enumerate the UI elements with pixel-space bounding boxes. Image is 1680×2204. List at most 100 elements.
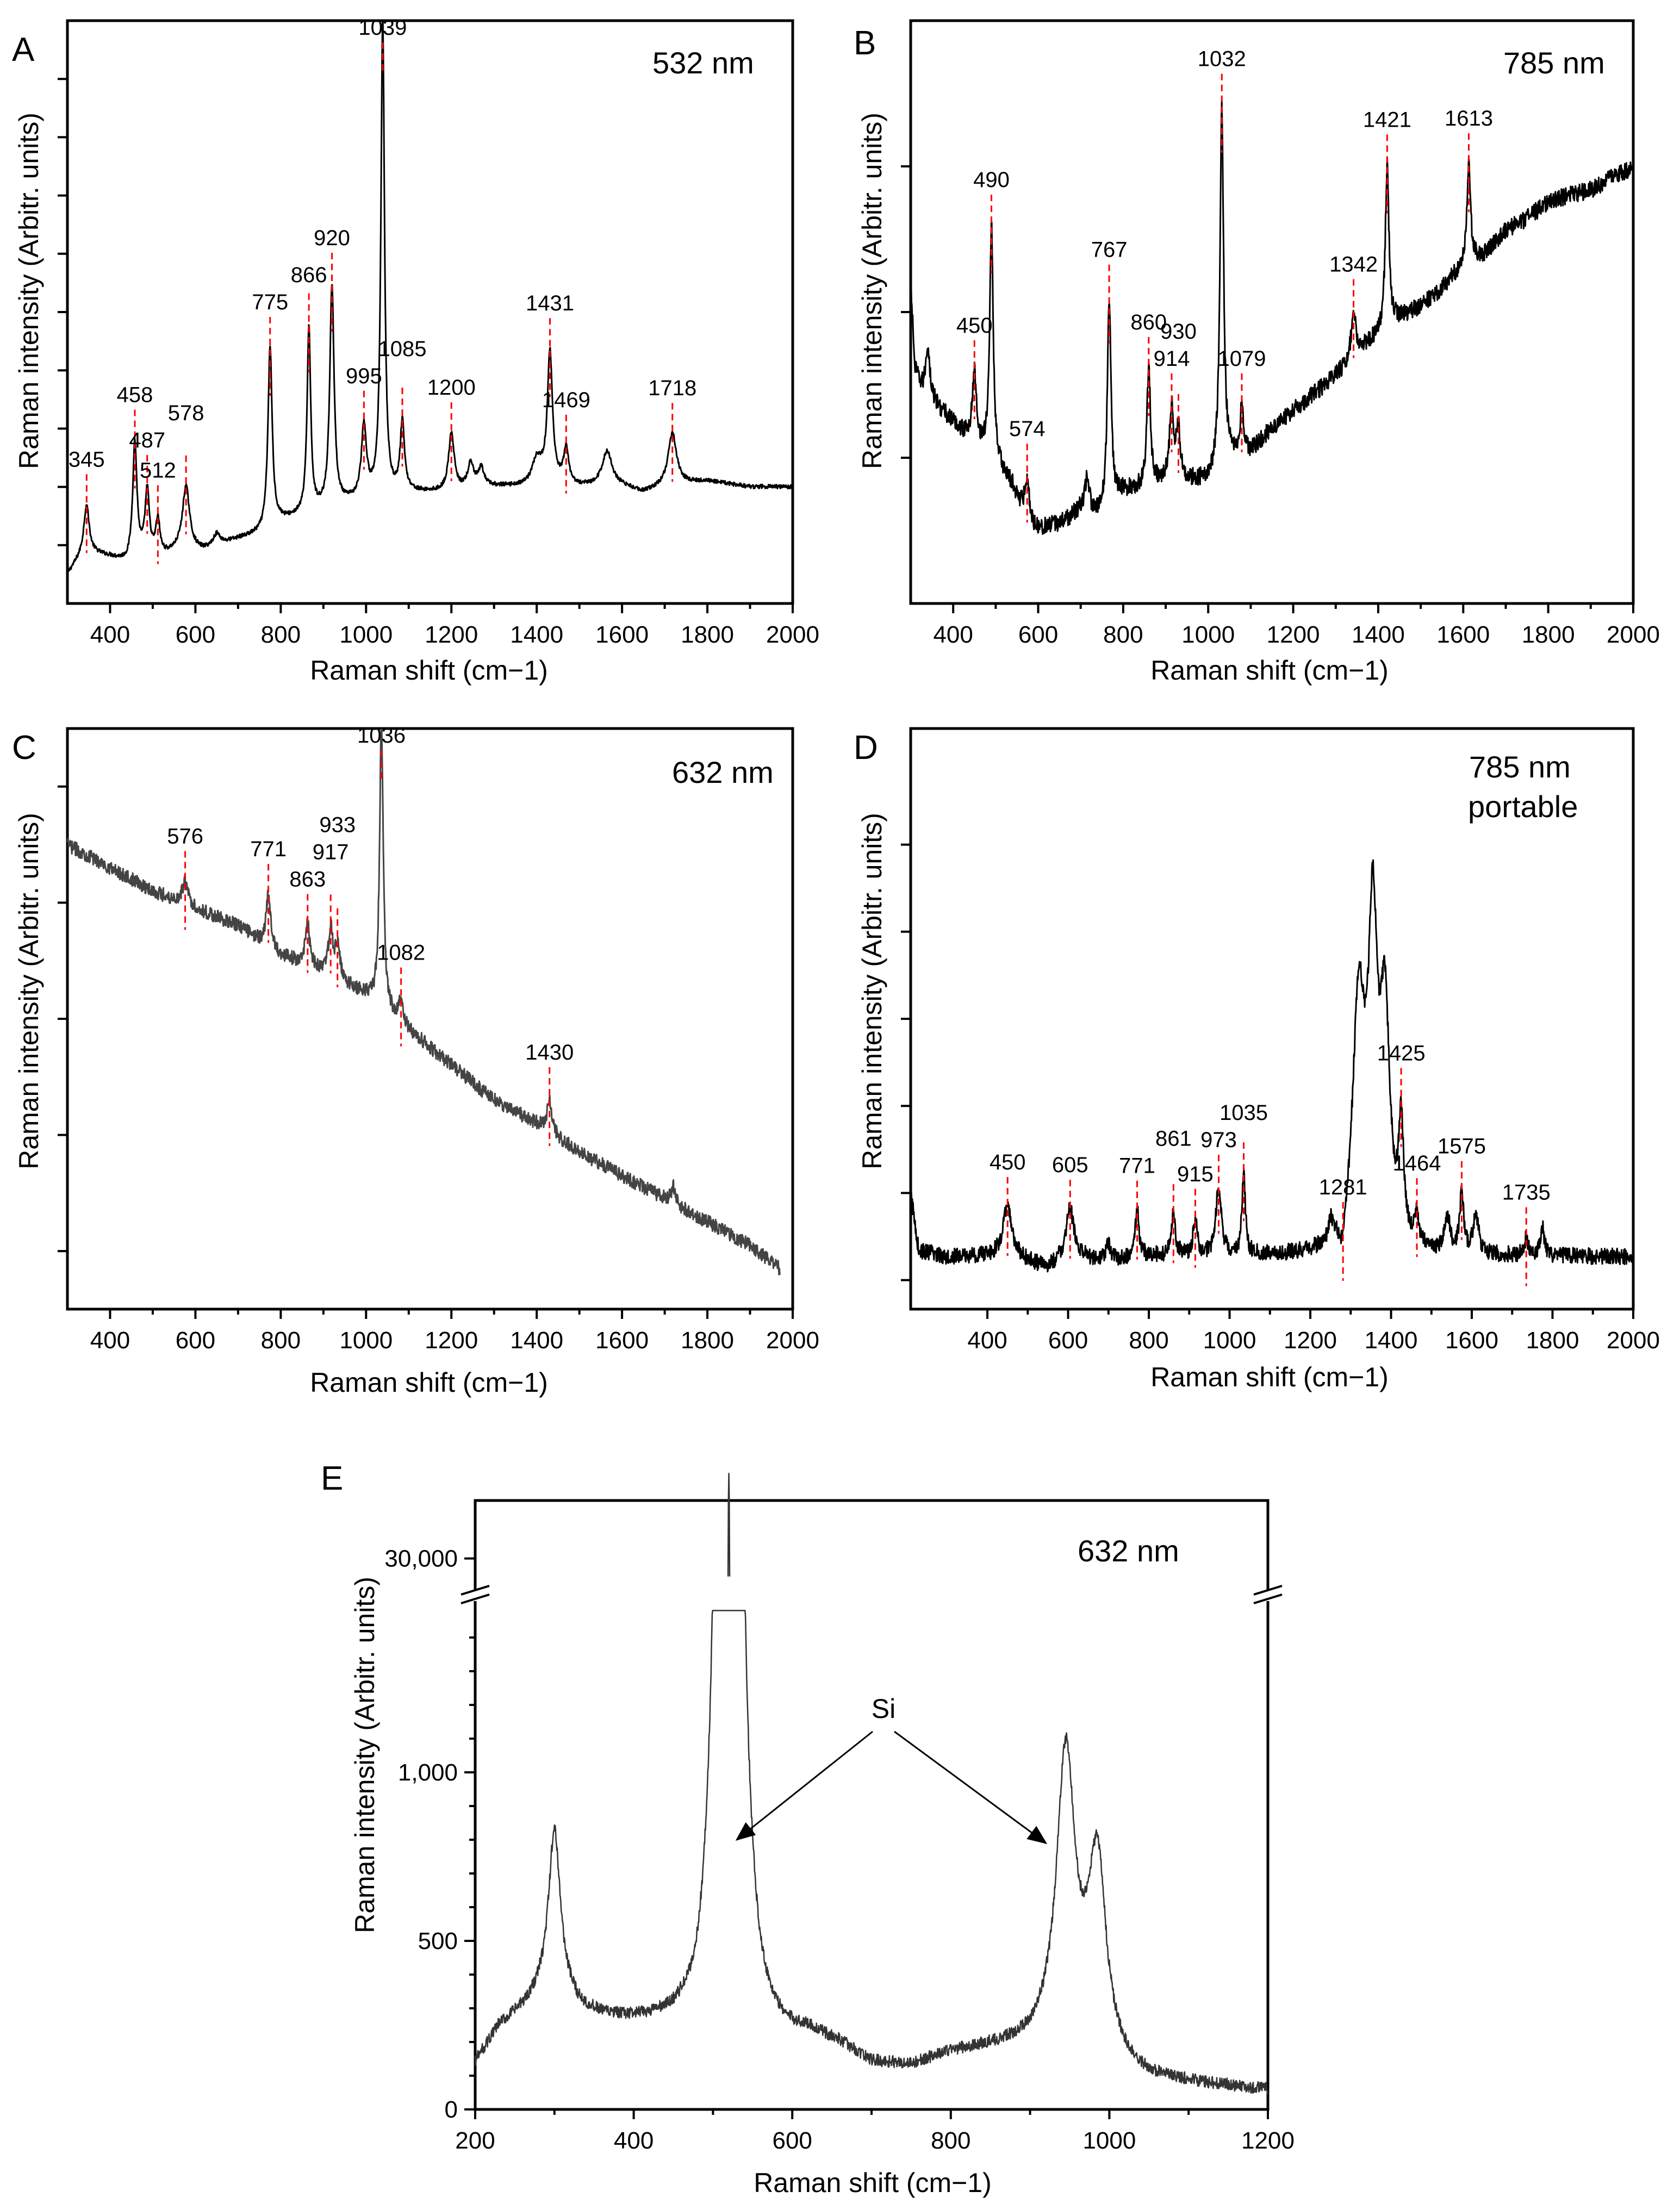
panel-c-letter: C bbox=[12, 729, 36, 767]
panel-a-xlabel: Raman shift (cm−1) bbox=[310, 655, 548, 686]
x-tick-label: 1600 bbox=[1436, 621, 1490, 648]
x-tick-label: 600 bbox=[1018, 621, 1058, 648]
peak-label-1085: 1085 bbox=[378, 337, 427, 361]
panel-c-ylabel: Raman intensity (Arbitr. units) bbox=[14, 813, 44, 1169]
plot-frame-a bbox=[66, 19, 794, 605]
peak-label-1735: 1735 bbox=[1502, 1181, 1551, 1205]
peak-label-1200: 1200 bbox=[427, 376, 476, 400]
x-tick-label: 800 bbox=[261, 621, 301, 648]
x-tick-label: 400 bbox=[967, 1327, 1007, 1354]
panel-e-si-label: Si bbox=[872, 1694, 895, 1724]
x-tick-label: 1600 bbox=[595, 621, 649, 648]
panel-d-ylabel: Raman intensity (Arbitr. units) bbox=[857, 813, 887, 1169]
axis-break-mark bbox=[1253, 1585, 1283, 1596]
peak-label-1035: 1035 bbox=[1219, 1101, 1268, 1125]
x-tick-label: 400 bbox=[90, 621, 130, 648]
x-tick-label: 800 bbox=[931, 2127, 970, 2154]
x-tick-label: 2000 bbox=[766, 621, 819, 648]
panel-b-xlabel: Raman shift (cm−1) bbox=[1150, 655, 1389, 686]
panel-d: D 785 nm portable Raman intensity (Arbit… bbox=[854, 729, 1578, 1392]
panel-e-wavelength: 632 nm bbox=[1078, 1534, 1179, 1568]
panel-a-ylabel: Raman intensity (Arbitr. units) bbox=[14, 113, 44, 469]
peak-label-917: 917 bbox=[313, 840, 349, 864]
peak-label-767: 767 bbox=[1091, 238, 1128, 262]
panel-e-ylabel: Raman intensity (Arbitr. units) bbox=[350, 1577, 380, 1933]
peak-label-1431: 1431 bbox=[526, 291, 574, 315]
panel-b-letter: B bbox=[854, 24, 876, 62]
spectrum-line-b bbox=[910, 99, 1634, 535]
peak-label-1575: 1575 bbox=[1438, 1135, 1486, 1159]
axis-break-mark bbox=[461, 1593, 490, 1604]
panel-b: B 785 nm Raman intensity (Arbitr. units)… bbox=[854, 24, 1605, 686]
panel-a-wavelength: 532 nm bbox=[652, 46, 754, 80]
x-tick-label: 600 bbox=[176, 1327, 215, 1354]
peak-label-995: 995 bbox=[346, 364, 382, 388]
panel-e-letter: E bbox=[321, 1460, 343, 1497]
peak-label-914: 914 bbox=[1154, 347, 1190, 371]
si-arrow bbox=[735, 1730, 873, 1841]
spectrum-line-d bbox=[910, 859, 1634, 1273]
peak-label-490: 490 bbox=[973, 168, 1010, 192]
peak-label-1464: 1464 bbox=[1393, 1151, 1441, 1175]
panel-d-wavelength-subtitle: portable bbox=[1468, 789, 1578, 824]
panel-a: A 532 nm Raman intensity (Arbitr. units)… bbox=[12, 31, 754, 686]
plot-b: 400 600 800 1000 1200 1400 1600 1800 2000 450 490 5… bbox=[901, 19, 1660, 648]
x-tick-label: 600 bbox=[772, 2127, 812, 2154]
x-tick-label: 1000 bbox=[339, 621, 393, 648]
y-tick-label: 0 bbox=[445, 2096, 458, 2123]
peak-label-1082: 1082 bbox=[377, 941, 425, 965]
x-tick-label: 1200 bbox=[425, 1327, 478, 1354]
x-tick-label: 1800 bbox=[681, 1327, 734, 1354]
peak-label-973: 973 bbox=[1200, 1128, 1237, 1152]
panel-d-xlabel: Raman shift (cm−1) bbox=[1150, 1362, 1389, 1392]
peak-label-512: 512 bbox=[140, 458, 176, 482]
peak-label-576: 576 bbox=[167, 824, 203, 848]
x-tick-label: 1000 bbox=[1082, 2127, 1136, 2154]
x-tick-label: 800 bbox=[261, 1327, 301, 1354]
panel-e: E 632 nm Raman intensity (Arbitr. units)… bbox=[321, 1460, 1179, 2198]
x-tick-label: 2000 bbox=[1607, 1327, 1660, 1354]
panel-c-wavelength: 632 nm bbox=[672, 755, 774, 789]
peak-label-1421: 1421 bbox=[1363, 108, 1411, 132]
panel-c-xlabel: Raman shift (cm−1) bbox=[310, 1367, 548, 1398]
peak-label-930: 930 bbox=[1160, 320, 1197, 344]
x-tick-label: 1400 bbox=[510, 621, 563, 648]
peak-label-771: 771 bbox=[250, 837, 287, 861]
peak-label-861: 861 bbox=[1155, 1127, 1192, 1151]
peak-label-1425: 1425 bbox=[1377, 1042, 1426, 1066]
x-tick-label: 2000 bbox=[1607, 621, 1660, 648]
plot-frame-e bbox=[474, 1499, 1270, 2111]
panel-a-letter: A bbox=[12, 31, 35, 69]
peak-label-1032: 1032 bbox=[1198, 47, 1246, 71]
plot-a: 400 600 800 1000 1200 1400 1600 1800 2000 345 458 4… bbox=[58, 16, 819, 648]
panel-c: C 632 nm Raman intensity (Arbitr. units)… bbox=[12, 729, 774, 1398]
peak-label-860: 860 bbox=[1130, 310, 1167, 334]
peak-label-1036: 1036 bbox=[357, 724, 406, 748]
spectrum-line-e-upper bbox=[727, 1472, 731, 1577]
y-tick-label-upper: 30,000 bbox=[384, 1546, 458, 1572]
spectrum-line-e bbox=[474, 1610, 1269, 2095]
y-tick-label: 1,000 bbox=[398, 1759, 458, 1786]
peak-label-1281: 1281 bbox=[1319, 1175, 1367, 1199]
peak-label-450: 450 bbox=[956, 314, 993, 338]
peak-label-605: 605 bbox=[1052, 1153, 1088, 1177]
plot-frame-b bbox=[909, 19, 1635, 605]
x-tick-label: 1400 bbox=[1365, 1327, 1418, 1354]
x-tick-label: 1400 bbox=[1352, 621, 1405, 648]
plot-c: 400 600 800 1000 1200 1400 1600 1800 2000 576 7718… bbox=[58, 724, 819, 1354]
x-tick-label: 200 bbox=[455, 2127, 495, 2154]
x-tick-label: 800 bbox=[1103, 621, 1143, 648]
x-tick-label: 1200 bbox=[1284, 1327, 1337, 1354]
panel-e-xlabel: Raman shift (cm−1) bbox=[754, 2168, 992, 2198]
peak-label-866: 866 bbox=[291, 263, 327, 287]
x-tick-label: 800 bbox=[1129, 1327, 1168, 1354]
panel-b-ylabel: Raman intensity (Arbitr. units) bbox=[857, 113, 887, 469]
peak-label-1469: 1469 bbox=[542, 388, 590, 412]
peak-label-1039: 1039 bbox=[358, 16, 407, 40]
peak-label-775: 775 bbox=[252, 290, 288, 314]
peak-label-933: 933 bbox=[319, 813, 356, 837]
x-tick-label: 1600 bbox=[1445, 1327, 1498, 1354]
x-tick-label: 400 bbox=[933, 621, 973, 648]
x-tick-label: 1800 bbox=[681, 621, 734, 648]
